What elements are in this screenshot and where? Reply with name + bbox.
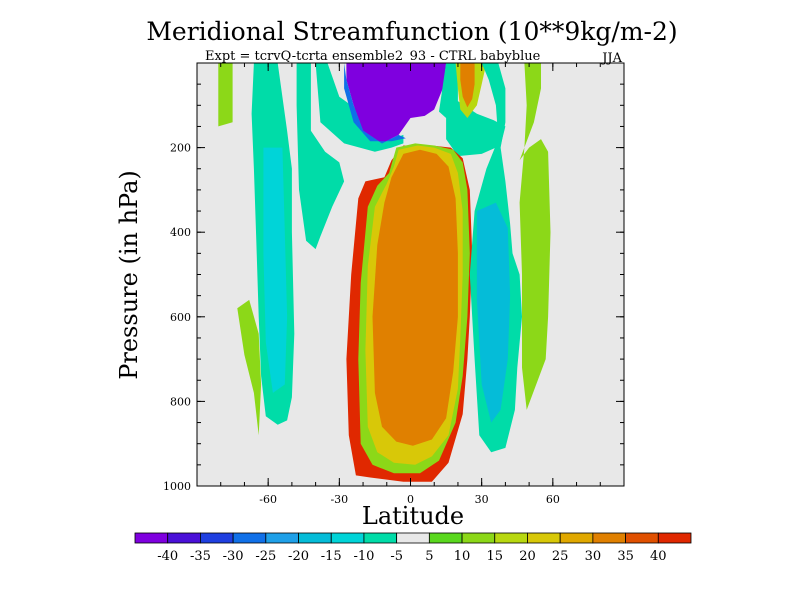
x-tick-label: 60 [546,493,560,506]
contour-region-14 [460,63,475,108]
colorbar-swatches [134,532,692,544]
y-tick-label: 200 [170,142,191,155]
colorbar-swatch [527,532,561,544]
colorbar-label: -35 [190,549,211,564]
colorbar-swatch [330,532,365,544]
contour-region-3 [237,299,262,436]
colorbar-swatch [657,532,692,544]
contour-region-4 [296,63,345,250]
colorbar-swatch [396,532,430,544]
colorbar-swatch [232,532,267,544]
colorbar-swatch [298,532,332,544]
colorbar-labels: -40 -35 -30 -25 -20 -15 -10 -5 5 10 15 20 25 30 35 40 [157,549,666,564]
colorbar-label: -25 [255,549,276,564]
y-tick-label: 800 [170,395,191,408]
colorbar-label: -10 [353,549,374,564]
x-tick-label: -30 [330,493,348,506]
colorbar-label: -15 [321,549,342,564]
colorbar-swatch [428,532,463,544]
colorbar-label: -40 [157,549,178,564]
colorbar: -40 -35 -30 -25 -20 -15 -10 -5 5 10 15 20 25 30 35 40 [134,532,692,564]
plot-area: -60 -30 0 30 60 200 400 600 800 1000 [163,62,625,506]
contour-region-5 [315,63,404,152]
colorbar-swatch [363,532,398,544]
x-tick-label: -60 [259,493,277,506]
colorbar-swatch [167,532,201,544]
contour-region-7 [344,63,406,144]
colorbar-swatch [559,532,594,544]
contour-region-12 [372,149,458,446]
colorbar-swatch [592,532,626,544]
colorbar-swatch [461,532,496,544]
x-ticks: -60 -30 0 30 60 [259,63,560,506]
colorbar-swatch [494,532,528,544]
y-tick-label: 400 [170,226,191,239]
colorbar-swatch [265,532,299,544]
contour-region-6 [346,63,447,144]
contour-region-17 [519,63,551,410]
colorbar-swatch [134,532,169,544]
colorbar-swatch [625,532,659,544]
colorbar-label: 40 [650,549,667,564]
y-ticks: 200 400 600 800 1000 [163,142,624,493]
colorbar-label: -30 [223,549,244,564]
x-tick-label: 30 [475,493,489,506]
y-tick-label: 600 [170,311,191,324]
colorbar-label: 35 [617,549,634,564]
season-label: JJA [600,51,622,66]
chart-title: Meridional Streamfunction (10**9kg/m-2) [146,17,677,46]
colorbar-label: 25 [552,549,569,564]
colorbar-label: -5 [390,549,403,564]
colorbar-label: 20 [519,549,536,564]
colorbar-label: -20 [288,549,309,564]
contour-region-8 [439,63,506,157]
contour-region-0 [218,63,233,127]
colorbar-label: 5 [425,549,433,564]
x-axis-label: Latitude [362,502,464,530]
chart-subtitle: Expt = tcrvQ-tcrta ensemble2_93 - CTRL b… [205,49,541,64]
colorbar-label: 10 [454,549,471,564]
contour-region-2 [263,147,288,393]
y-tick-label: 1000 [163,480,191,493]
colorbar-swatch [200,532,234,544]
colorbar-label: 30 [585,549,602,564]
x-tick-label: 0 [407,493,414,506]
y-axis-label: Pressure (in hPa) [115,170,143,380]
contour-regions [218,63,551,482]
colorbar-label: 15 [486,549,503,564]
contour-region-16 [476,202,511,423]
